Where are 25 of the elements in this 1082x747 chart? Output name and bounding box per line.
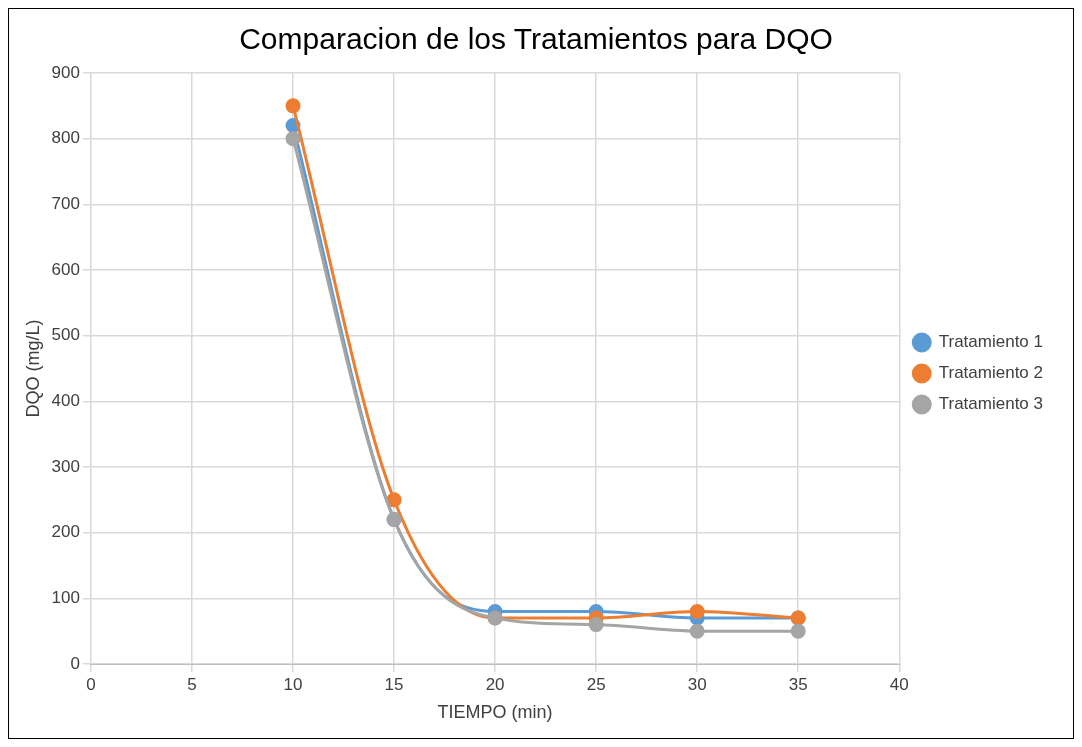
x-tick-label: 30 bbox=[687, 674, 707, 694]
x-tick-label: 0 bbox=[86, 674, 96, 694]
x-tick-label: 20 bbox=[485, 674, 505, 694]
y-tick-label: 800 bbox=[51, 128, 80, 148]
y-tick-label: 0 bbox=[70, 653, 80, 673]
chart-title: Comparacion de los Tratamientos para DQO bbox=[239, 22, 833, 56]
y-tick-label: 100 bbox=[51, 588, 80, 608]
y-tick-label: 200 bbox=[51, 522, 80, 542]
y-tick-label: 900 bbox=[51, 62, 80, 82]
x-tick-label: 10 bbox=[283, 674, 303, 694]
legend-label: Tratamiento 2 bbox=[938, 363, 1043, 383]
y-tick-label: 500 bbox=[51, 325, 80, 345]
y-axis-title: DQO (mg/L) bbox=[22, 319, 43, 418]
x-tick-label: 5 bbox=[187, 674, 197, 694]
x-tick-label: 25 bbox=[586, 674, 606, 694]
y-tick-label: 700 bbox=[51, 194, 80, 214]
legend-label: Tratamiento 1 bbox=[938, 332, 1043, 352]
legend-label: Tratamiento 3 bbox=[938, 394, 1043, 414]
x-tick-label: 40 bbox=[889, 674, 909, 694]
x-tick-label: 15 bbox=[384, 674, 404, 694]
y-tick-label: 300 bbox=[51, 456, 80, 476]
y-tick-label: 400 bbox=[51, 391, 80, 411]
x-tick-label: 35 bbox=[788, 674, 808, 694]
y-tick-label: 600 bbox=[51, 259, 80, 279]
x-axis-title: TIEMPO (min) bbox=[437, 702, 553, 723]
